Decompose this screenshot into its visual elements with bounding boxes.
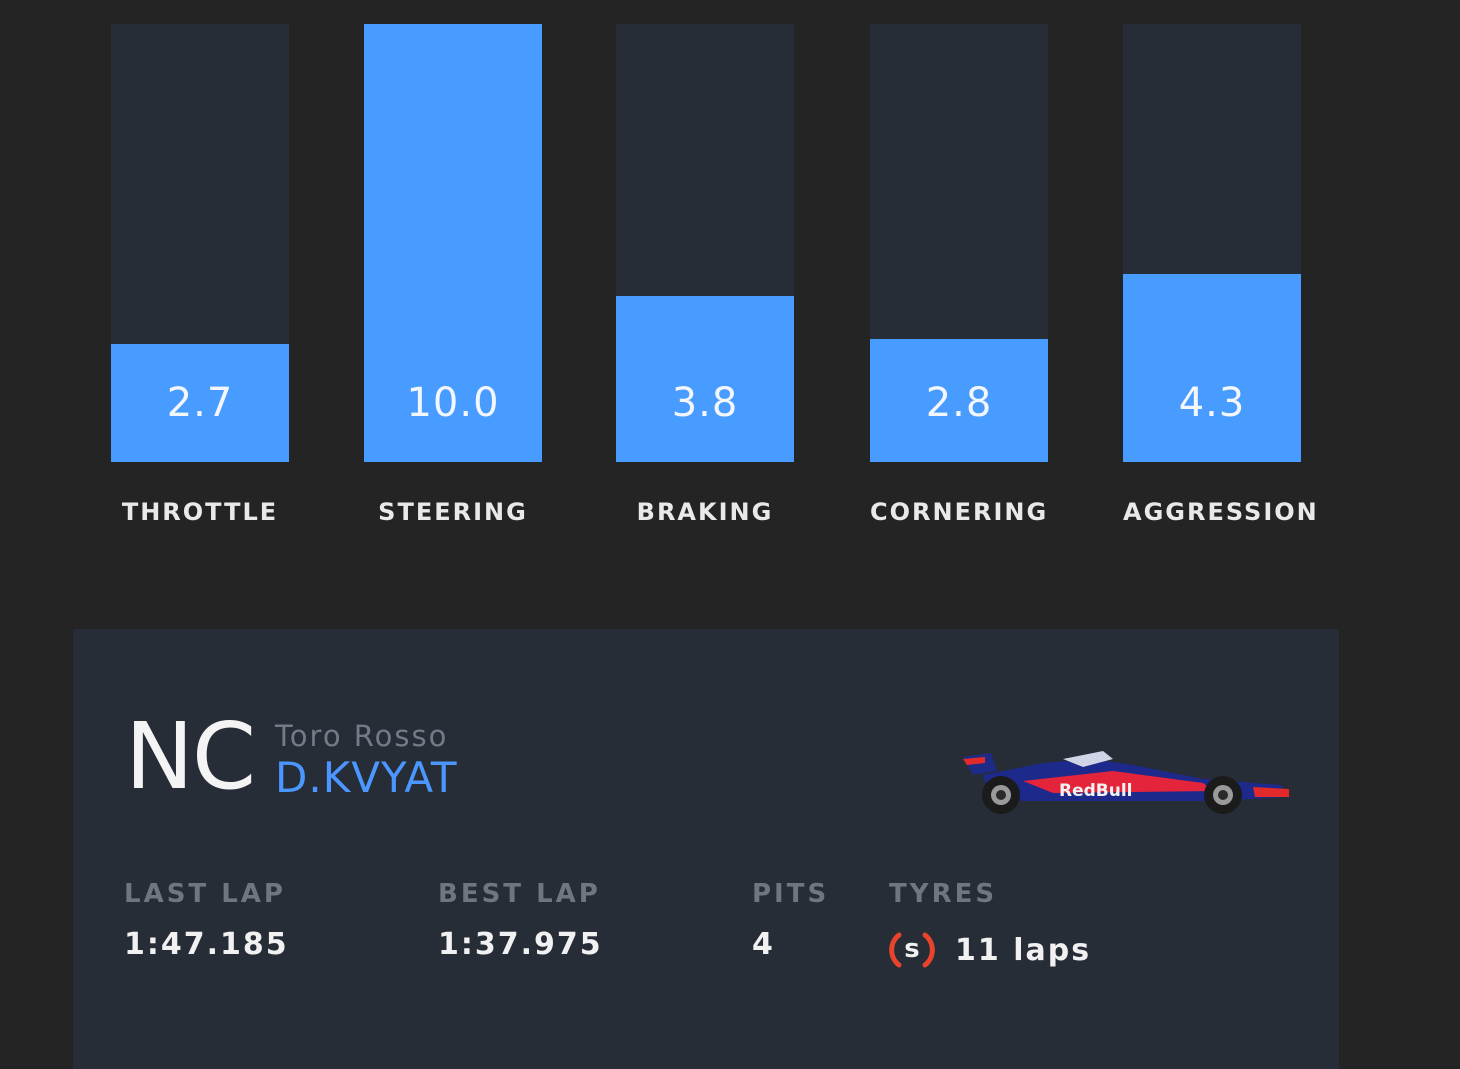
bar-fill [1123, 273, 1301, 462]
pits-stat: PITS 4 [752, 879, 829, 962]
soft-tyre-icon: S [889, 927, 935, 973]
bar-cornering: 2.8 CORNERING [870, 24, 1048, 526]
pits-label: PITS [752, 879, 830, 909]
pits-value: 4 [752, 927, 775, 962]
svg-text:RedBull: RedBull [1059, 781, 1133, 801]
bar-label: STEERING [378, 498, 528, 526]
tyre-laps: 11 laps [955, 932, 1092, 968]
driver-card: NC Toro Rosso D.KVYAT RedBull LAST LAP 1… [73, 629, 1339, 1069]
tyres-value-row: S 11 laps [889, 927, 1091, 973]
bar-value: 2.8 [925, 380, 993, 426]
bar-value: 10.0 [406, 380, 500, 426]
tyre-compound: S [904, 934, 920, 964]
bar-fill [870, 339, 1048, 462]
racing-car-icon: RedBull [963, 751, 1289, 814]
bar-track: 4.3 [1123, 24, 1301, 462]
last-lap-value: 1:47.185 [124, 927, 289, 962]
best-lap-label: BEST LAP [438, 879, 601, 909]
tyre-ring-icon [889, 932, 935, 968]
last-lap-label: LAST LAP [124, 879, 286, 909]
bar-throttle: 2.7 THROTTLE [111, 24, 289, 526]
bar-label: THROTTLE [121, 498, 279, 526]
bar-fill [111, 343, 289, 462]
bar-label: BRAKING [636, 498, 774, 526]
bar-aggression: 4.3 AGGRESSION [1123, 24, 1319, 526]
bar-fill [364, 24, 542, 462]
bar-steering: 10.0 STEERING [364, 24, 542, 526]
bar-track: 10.0 [364, 24, 542, 462]
telemetry-bar-chart: 2.7 THROTTLE 10.0 STEERING 3.8 BRAKING 2… [111, 24, 1319, 526]
bar-label: AGGRESSION [1123, 498, 1319, 526]
bar-value: 3.8 [671, 380, 739, 426]
bar-track: 2.8 [870, 24, 1048, 462]
best-lap-value: 1:37.975 [438, 927, 603, 962]
bar-track: 3.8 [616, 24, 794, 462]
bar-fill [616, 295, 794, 462]
tyres-label: TYRES [889, 879, 998, 909]
bar-label: CORNERING [870, 498, 1049, 526]
tyres-stat: TYRES S 11 laps [889, 879, 1091, 973]
bar-track: 2.7 [111, 24, 289, 462]
bar-value: 4.3 [1178, 380, 1246, 426]
team-name: Toro Rosso [275, 719, 449, 753]
best-lap-stat: BEST LAP 1:37.975 [438, 879, 603, 962]
bar-value: 2.7 [166, 380, 234, 426]
last-lap-stat: LAST LAP 1:47.185 [124, 879, 289, 962]
race-position: NC [125, 703, 256, 810]
bar-braking: 3.8 BRAKING [616, 24, 794, 526]
driver-name: D.KVYAT [275, 753, 458, 802]
